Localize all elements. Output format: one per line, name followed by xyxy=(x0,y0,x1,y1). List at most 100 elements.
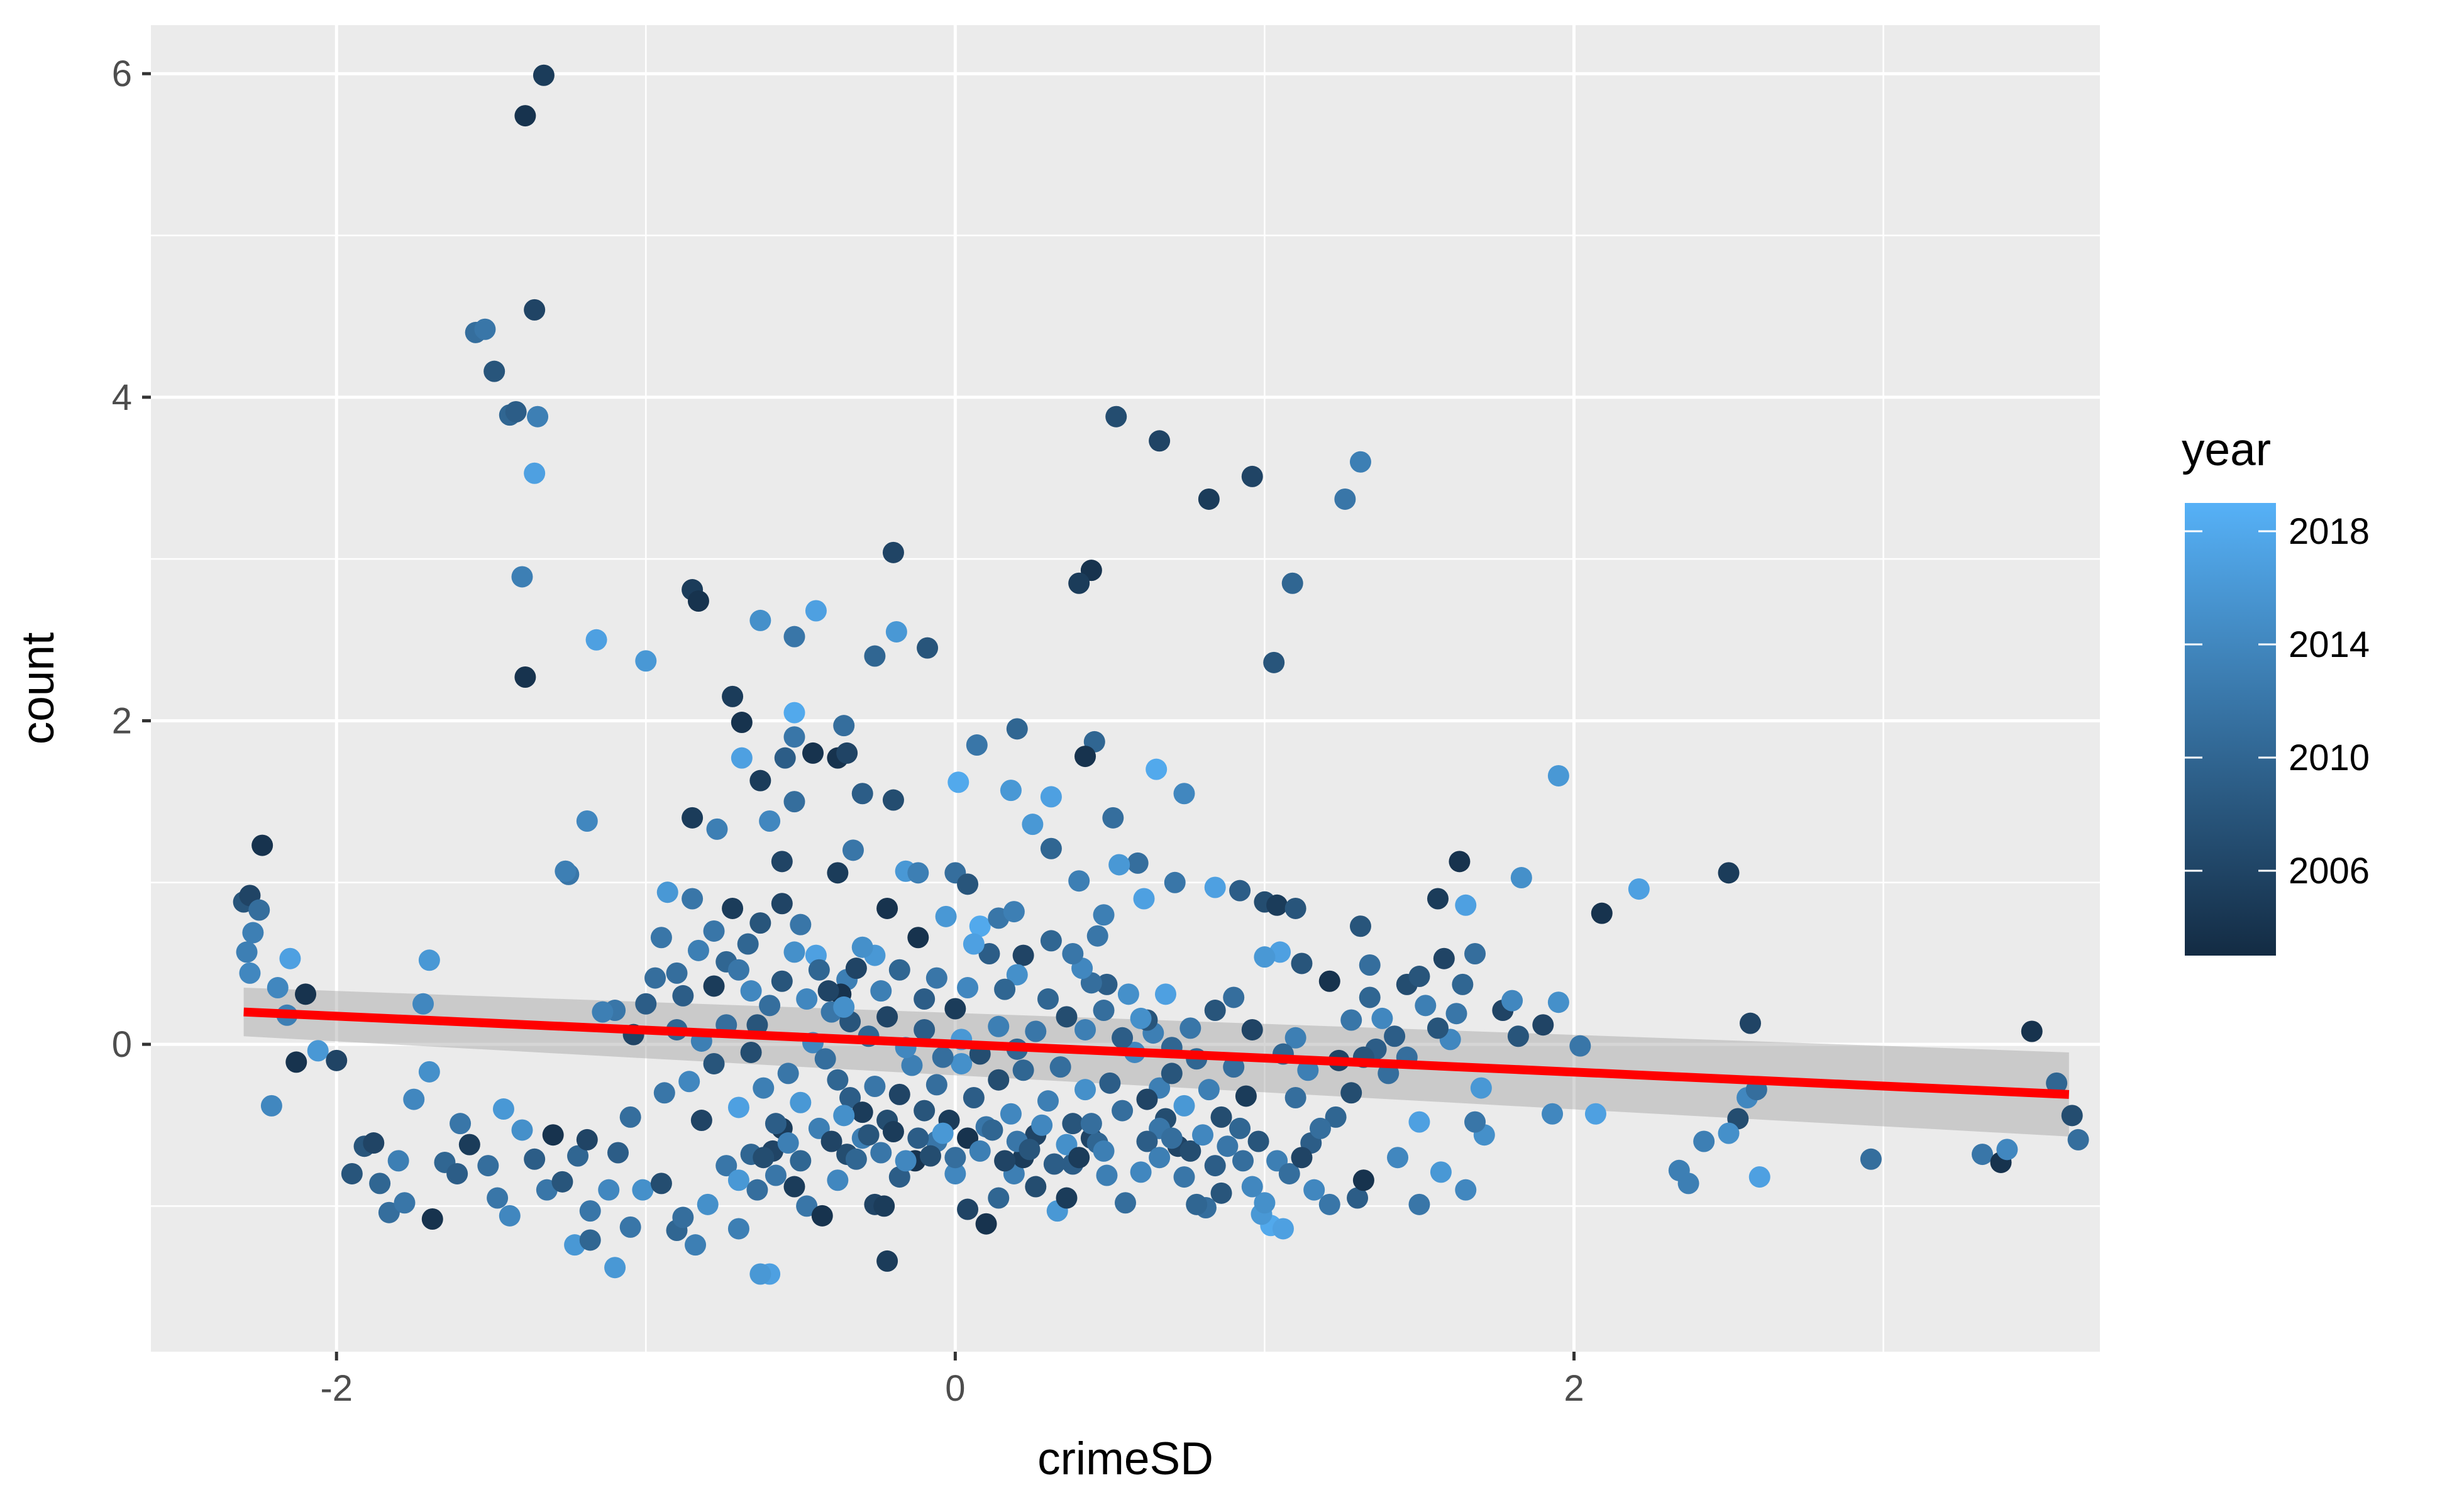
data-point xyxy=(1334,488,1356,510)
data-point xyxy=(1146,758,1168,780)
data-point xyxy=(796,988,818,1010)
data-point xyxy=(907,862,929,884)
legend-label: 2014 xyxy=(2289,624,2370,665)
data-point xyxy=(885,621,907,643)
data-point xyxy=(727,1096,749,1118)
data-point xyxy=(771,893,793,915)
regression-line-layer xyxy=(243,1007,2070,1099)
data-point xyxy=(1068,1147,1090,1169)
data-point xyxy=(505,400,527,422)
data-point xyxy=(771,970,793,992)
data-point xyxy=(1310,1117,1331,1139)
data-point xyxy=(895,1150,917,1172)
data-point xyxy=(1093,904,1115,926)
data-point xyxy=(864,1076,886,1097)
y-tick-label: 0 xyxy=(112,1024,132,1065)
data-point xyxy=(685,1234,707,1256)
data-point xyxy=(1501,990,1523,1012)
legend-colorbar xyxy=(2185,503,2276,956)
data-point xyxy=(1677,1173,1699,1195)
data-point xyxy=(1062,1113,1084,1135)
data-point xyxy=(858,1124,880,1146)
data-point xyxy=(907,1127,929,1149)
data-point xyxy=(1105,406,1127,428)
data-point xyxy=(914,988,936,1010)
data-point xyxy=(1284,1027,1306,1049)
data-point xyxy=(1415,995,1437,1017)
data-point xyxy=(1349,915,1371,937)
data-point xyxy=(749,912,771,934)
data-point xyxy=(450,1113,472,1135)
data-point xyxy=(1591,902,1613,924)
data-point xyxy=(783,626,805,648)
data-point xyxy=(1449,851,1471,873)
data-point xyxy=(1031,1114,1053,1136)
data-point xyxy=(790,1150,812,1172)
confidence-band-layer xyxy=(243,988,2069,1137)
data-point xyxy=(845,1148,867,1170)
data-point xyxy=(2067,1128,2089,1151)
data-point xyxy=(957,977,979,999)
data-point xyxy=(1012,1059,1034,1081)
data-point xyxy=(1130,1007,1152,1029)
data-point xyxy=(511,566,533,588)
data-point xyxy=(1291,1147,1313,1169)
data-point xyxy=(975,1213,997,1235)
data-point xyxy=(805,600,827,622)
data-point xyxy=(1263,651,1285,673)
data-point xyxy=(1254,1192,1276,1214)
data-point xyxy=(369,1173,391,1195)
data-point xyxy=(267,977,289,999)
data-point xyxy=(1284,897,1306,919)
data-point xyxy=(1154,983,1176,1005)
data-point xyxy=(833,1105,855,1127)
data-point xyxy=(1860,1148,1882,1170)
data-point xyxy=(650,1173,672,1195)
data-point xyxy=(722,897,744,919)
data-point xyxy=(888,959,910,981)
data-point xyxy=(876,1006,898,1028)
data-point xyxy=(1099,1072,1121,1094)
x-tick-label: 0 xyxy=(945,1368,965,1409)
data-point xyxy=(1108,854,1130,876)
data-point xyxy=(1192,1124,1214,1146)
data-point xyxy=(888,1166,910,1188)
y-tick-label: 2 xyxy=(112,700,132,741)
data-point xyxy=(876,897,898,919)
data-point xyxy=(740,1041,762,1063)
data-point xyxy=(870,1142,892,1164)
data-point xyxy=(1408,966,1430,988)
legend-title: year xyxy=(2182,424,2271,475)
data-point xyxy=(827,1069,849,1091)
data-point xyxy=(1173,1095,1195,1117)
data-point xyxy=(1430,1161,1452,1183)
data-point xyxy=(1718,1122,1740,1144)
data-point xyxy=(579,1200,601,1222)
data-point xyxy=(1408,1193,1430,1215)
data-point xyxy=(833,715,855,737)
data-point xyxy=(963,1087,985,1109)
data-point xyxy=(1547,764,1569,786)
x-tick-label: 2 xyxy=(1564,1368,1584,1409)
data-point xyxy=(1043,1153,1065,1175)
data-point xyxy=(994,1150,1016,1172)
data-point xyxy=(988,1015,1010,1037)
data-point xyxy=(1000,780,1022,802)
data-point xyxy=(1127,852,1149,874)
data-point xyxy=(418,1061,440,1083)
data-point xyxy=(1507,1025,1529,1047)
data-point xyxy=(988,1187,1010,1209)
data-point xyxy=(1510,867,1532,889)
data-point xyxy=(1272,1218,1294,1240)
data-point xyxy=(1972,1144,1994,1166)
data-point xyxy=(746,1014,768,1036)
data-point xyxy=(966,734,988,756)
data-point xyxy=(619,1106,641,1128)
data-point xyxy=(687,590,709,612)
legend-label: 2018 xyxy=(2289,511,2370,552)
data-point xyxy=(1278,1162,1300,1184)
data-point xyxy=(1569,1035,1591,1057)
data-point xyxy=(533,64,555,86)
data-point xyxy=(1427,1017,1449,1039)
data-point xyxy=(1408,1111,1430,1133)
